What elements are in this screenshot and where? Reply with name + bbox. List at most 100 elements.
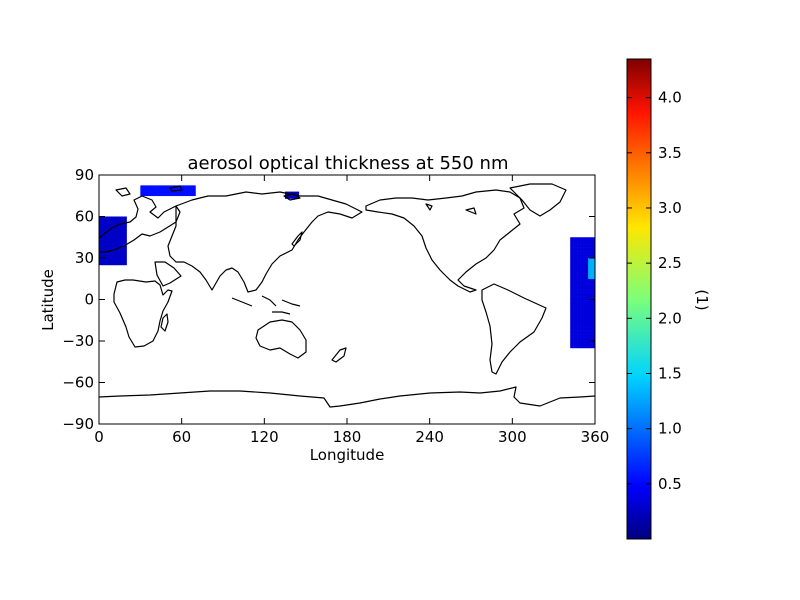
heatmap-cell: [573, 296, 578, 300]
heatmap-cell: [570, 251, 574, 255]
heatmap-cell: [580, 258, 585, 262]
heatmap-cell: [591, 271, 595, 276]
heatmap-cell: [570, 268, 574, 273]
heatmap-cell: [590, 289, 595, 293]
heatmap-cell: [116, 261, 120, 266]
heatmap-cell: [99, 247, 103, 252]
heatmap-cell: [587, 251, 592, 255]
heatmap-cell: [577, 282, 581, 286]
heatmap-cell: [570, 292, 574, 297]
heatmap-cell: [580, 251, 585, 255]
heatmap-cell: [587, 289, 592, 293]
heatmap-cell: [157, 192, 162, 197]
heatmap-cell: [570, 316, 574, 321]
heatmap-cell: [112, 233, 117, 238]
heatmap-cell: [109, 223, 114, 228]
heatmap-cell: [577, 237, 581, 242]
heatmap-cell: [583, 240, 588, 245]
heatmap-cell: [285, 195, 289, 199]
heatmap-cell: [580, 275, 585, 280]
heatmap-cell: [102, 247, 107, 252]
heatmap-cell: [192, 185, 196, 190]
heatmap-cell: [116, 258, 120, 262]
heatmap-cell: [590, 299, 595, 304]
heatmap-cell: [99, 254, 103, 259]
heatmap-cell: [580, 337, 585, 342]
heatmap-cell: [570, 337, 574, 342]
heatmap-cell: [573, 313, 578, 318]
heatmap-cell: [587, 299, 592, 304]
heatmap-cell: [577, 302, 581, 307]
heatmap-cell: [188, 185, 193, 190]
heatmap-cell: [590, 302, 595, 307]
heatmap-cell: [580, 323, 585, 328]
heatmap-cell: [573, 254, 578, 259]
x-tick-label: 300: [498, 428, 527, 446]
heatmap-cells: [99, 185, 595, 349]
heatmap-cell: [583, 268, 588, 273]
heatmap-cell: [116, 230, 120, 235]
heatmap-cell: [147, 185, 151, 190]
heatmap-cell: [573, 292, 578, 297]
heatmap-cell: [109, 247, 114, 252]
heatmap-cell: [570, 247, 574, 252]
heatmap-cell: [119, 226, 124, 231]
heatmap-cell: [577, 299, 581, 304]
heatmap-cell: [580, 316, 585, 321]
x-tick-label: 120: [250, 428, 279, 446]
heatmap-cell: [123, 240, 127, 245]
heatmap-cell: [583, 285, 588, 290]
heatmap-cell: [591, 264, 595, 269]
heatmap-cell: [583, 254, 588, 259]
heatmap-cell: [573, 323, 578, 328]
heatmap-cell: [119, 261, 124, 266]
heatmap-cell: [295, 191, 300, 196]
colorbar-tick-label: 3.0: [658, 199, 682, 217]
heatmap-cell: [105, 230, 110, 235]
heatmap-cell: [105, 247, 110, 252]
heatmap-cell: [577, 344, 581, 349]
heatmap-cell: [570, 278, 574, 283]
heatmap-cell: [112, 230, 117, 235]
heatmap-cell: [573, 309, 578, 314]
heatmap-cell: [102, 254, 107, 259]
heatmap-cell: [573, 264, 578, 269]
heatmap-cell: [573, 247, 578, 252]
heatmap-cell: [590, 341, 595, 345]
colorbar-tick-label: 1.0: [658, 420, 682, 438]
heatmap-cell: [123, 251, 127, 255]
heatmap-cell: [583, 327, 588, 331]
chart-title: aerosol optical thickness at 550 nm: [188, 153, 509, 174]
heatmap-cell: [590, 282, 595, 286]
heatmap-cell: [577, 275, 581, 280]
heatmap-cell: [102, 251, 107, 255]
heatmap-cell: [123, 254, 127, 259]
heatmap-cell: [577, 292, 581, 297]
heatmap-cell: [157, 185, 162, 190]
heatmap-cell: [99, 226, 103, 231]
heatmap-cell: [185, 188, 189, 193]
heatmap-cell: [591, 275, 595, 280]
heatmap-cell: [119, 244, 124, 248]
heatmap-cell: [112, 244, 117, 248]
heatmap-cell: [583, 264, 588, 269]
heatmap-cell: [573, 261, 578, 266]
heatmap-cell: [123, 219, 127, 224]
heatmap-cell: [573, 258, 578, 262]
heatmap-cell: [577, 337, 581, 342]
heatmap-cell: [116, 247, 120, 252]
heatmap-cell: [577, 327, 581, 331]
heatmap-cell: [105, 244, 110, 248]
heatmap-cell: [112, 219, 117, 224]
heatmap-cell: [573, 282, 578, 286]
heatmap-cell: [181, 185, 186, 190]
heatmap-cell: [171, 192, 176, 197]
colorbar-tick-label: 2.5: [658, 254, 682, 272]
heatmap-cell: [123, 261, 127, 266]
heatmap-cell: [583, 292, 588, 297]
heatmap-cell: [185, 192, 189, 197]
heatmap-cell: [590, 309, 595, 314]
heatmap-cell: [143, 192, 148, 197]
heatmap-cell: [583, 237, 588, 242]
heatmap-cell: [577, 240, 581, 245]
